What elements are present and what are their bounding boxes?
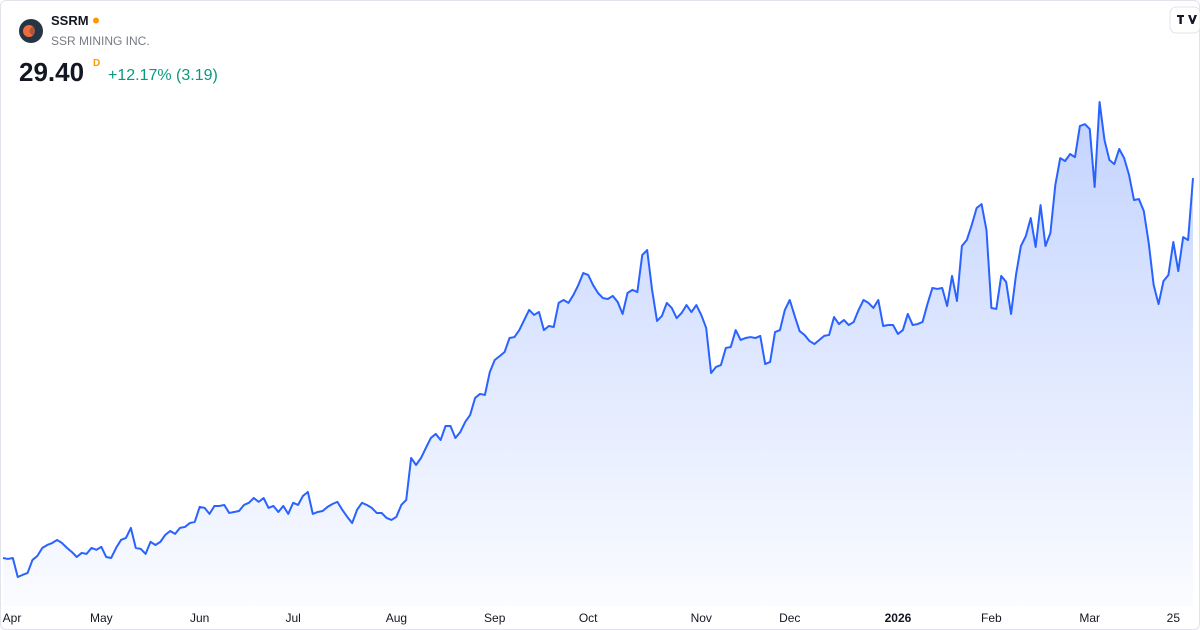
tv-badge bbox=[1169, 6, 1200, 34]
x-tick-label: Nov bbox=[691, 611, 712, 625]
symbol: SSRM bbox=[51, 13, 89, 28]
x-tick-label: 2026 bbox=[885, 611, 912, 625]
x-tick-label: May bbox=[90, 611, 113, 625]
x-tick-label: Dec bbox=[779, 611, 800, 625]
price: 29.40 bbox=[19, 57, 84, 87]
price-line bbox=[2, 101, 1194, 578]
x-tick-label: Oct bbox=[579, 611, 598, 625]
x-tick-label: Apr bbox=[3, 611, 22, 625]
x-tick-label: Jun bbox=[190, 611, 209, 625]
logo bbox=[19, 19, 43, 43]
x-tick-label: Sep bbox=[484, 611, 506, 625]
x-tick-label: Mar bbox=[1079, 611, 1100, 625]
company-name: SSR MINING INC. bbox=[51, 34, 150, 48]
x-tick-label: Aug bbox=[386, 611, 407, 625]
x-tick-label: 25 bbox=[1167, 611, 1181, 625]
area-fill bbox=[3, 102, 1193, 606]
x-tick-label: Jul bbox=[285, 611, 300, 625]
status-dot bbox=[93, 17, 99, 24]
change: +12.17% (3.19) bbox=[108, 67, 218, 84]
x-tick-label: Feb bbox=[981, 611, 1002, 625]
interval: D bbox=[93, 58, 100, 69]
